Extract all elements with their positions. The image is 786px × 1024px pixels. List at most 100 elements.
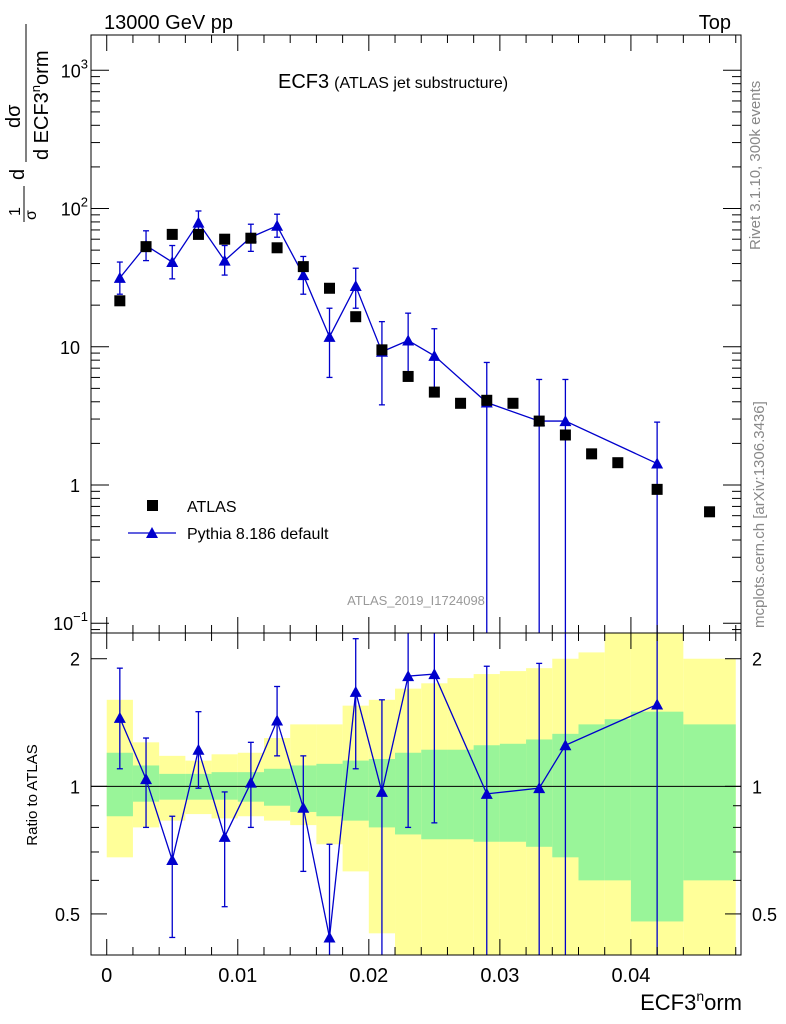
pythia-ratio-point (349, 685, 362, 697)
pythia-point (349, 280, 362, 292)
x-axis-label: ECF3norm (640, 988, 742, 1015)
main-y-tick-label: 103 (61, 56, 88, 81)
pythia-ratio-point (244, 776, 257, 788)
atlas-point (586, 448, 598, 460)
ratio-y-tick-label-right: 1 (752, 777, 762, 797)
atlas-point (533, 415, 545, 427)
pythia-ratio-point (192, 743, 205, 755)
process-label: Top (699, 12, 731, 34)
ratio-frame (90, 632, 742, 956)
atlas-point (324, 282, 336, 294)
ratio-stat-band (499, 743, 527, 842)
pythia-point (323, 330, 336, 342)
pythia-ratio-point (428, 668, 441, 680)
pythia-ratio-point (323, 931, 336, 943)
legend-pythia-marker (146, 527, 158, 538)
collision-energy-label: 13000 GeV pp (104, 12, 233, 34)
ratio-y-tick-label-left: 2 (70, 650, 80, 670)
ratio-y-tick-label-left: 0.5 (55, 905, 80, 925)
ratio-stat-band (578, 724, 605, 881)
ratio-stat-band (342, 760, 369, 821)
pythia-ratio-point (480, 787, 493, 799)
main-y-axis-label: 1 σ d dσ d ECF3norm (3, 24, 53, 222)
atlas-point (192, 228, 204, 240)
pythia-ratio-point (402, 670, 415, 682)
atlas-point (455, 397, 467, 409)
atlas-point (219, 233, 231, 245)
pythia-ratio-point (166, 854, 179, 866)
atlas-point (245, 232, 257, 244)
main-frame (90, 34, 742, 634)
x-tick-label: 0.01 (218, 965, 257, 987)
legend: ATLAS Pythia 8.186 default (128, 499, 329, 543)
atlas-point (140, 241, 152, 253)
main-y-tick-label: 102 (61, 195, 88, 220)
ratio-stat-band (447, 749, 474, 840)
ratio-panel: 0.5 0.5 1 1 2 2 Ratio to ATLAS (24, 632, 777, 956)
atlas-point (350, 311, 362, 323)
pythia-ratio-point (297, 801, 310, 813)
atlas-point (297, 261, 309, 273)
atlas-point (114, 295, 126, 307)
pythia-ratio-point (113, 711, 126, 723)
ratio-stat-band (316, 763, 343, 817)
atlas-point (166, 228, 178, 240)
y-label-d: d (7, 169, 29, 180)
pythia-point (297, 269, 310, 281)
plot-title: ECF3 (ATLAS jet substructure) (278, 71, 508, 93)
pythia-point (271, 219, 284, 231)
main-y-tick-label: 1 (70, 476, 80, 496)
pythia-point (402, 334, 415, 346)
atlas-point (507, 397, 519, 409)
pythia-point (428, 349, 441, 361)
atlas-point (559, 429, 571, 441)
y-label-one: 1 (7, 207, 24, 216)
pythia-point (166, 256, 179, 268)
pythia-ratio-point (375, 785, 388, 797)
rivet-version-label: Rivet 3.1.10, 300k events (747, 81, 764, 250)
legend-atlas-marker (147, 500, 158, 511)
x-tick-label: 0 (101, 965, 112, 987)
pythia-ratio-point (271, 714, 284, 726)
pythia-ratio-point (140, 773, 153, 785)
ratio-y-tick-label-right: 2 (752, 650, 762, 670)
pythia-point (192, 216, 205, 228)
y-label-ecf: d ECF3norm (28, 51, 53, 161)
ratio-stat-band (604, 719, 631, 881)
pythia-line (119, 221, 658, 465)
y-label-sigma: σ (23, 210, 40, 220)
main-y-tick-label: 10−1 (53, 609, 88, 634)
atlas-point (481, 394, 493, 406)
pythia-point (218, 254, 231, 266)
mcplots-reference-label: mcplots.cern.ch [arXiv:1306.3436] (751, 401, 768, 628)
ratio-y-axis-label: Ratio to ATLAS (24, 744, 41, 845)
ratio-y-tick-label-left: 1 (70, 777, 80, 797)
pythia-ratio-point (533, 782, 546, 794)
pythia-ratio-point (218, 830, 231, 842)
main-y-tick-label: 10 (60, 338, 80, 358)
x-tick-label: 0.03 (480, 965, 519, 987)
legend-atlas-label: ATLAS (187, 499, 237, 516)
pythia-point (559, 415, 572, 427)
ratio-stat-band (263, 768, 291, 806)
ratio-y-tick-label-right: 0.5 (752, 905, 777, 925)
atlas-point (271, 242, 283, 254)
atlas-point (704, 506, 716, 518)
atlas-point (428, 386, 440, 398)
pythia-point (651, 457, 664, 469)
x-tick-label: 0.02 (349, 965, 388, 987)
atlas-point (651, 483, 663, 495)
pythia-point (113, 271, 126, 283)
x-tick-label: 0.04 (611, 965, 650, 987)
main-panel: 10−1 1 10 102 103 ECF3 (ATLAS jet substructur… (3, 24, 742, 634)
atlas-point (376, 344, 388, 356)
pythia-ratio-point (559, 739, 572, 751)
ratio-stat-band (683, 724, 736, 881)
legend-pythia-label: Pythia 8.186 default (187, 526, 329, 543)
pythia-ratio-point (651, 698, 664, 710)
y-label-dsigma: dσ (3, 104, 25, 128)
analysis-id-label: ATLAS_2019_I1724098 (347, 593, 485, 608)
atlas-point (612, 457, 624, 469)
atlas-point (402, 370, 414, 382)
